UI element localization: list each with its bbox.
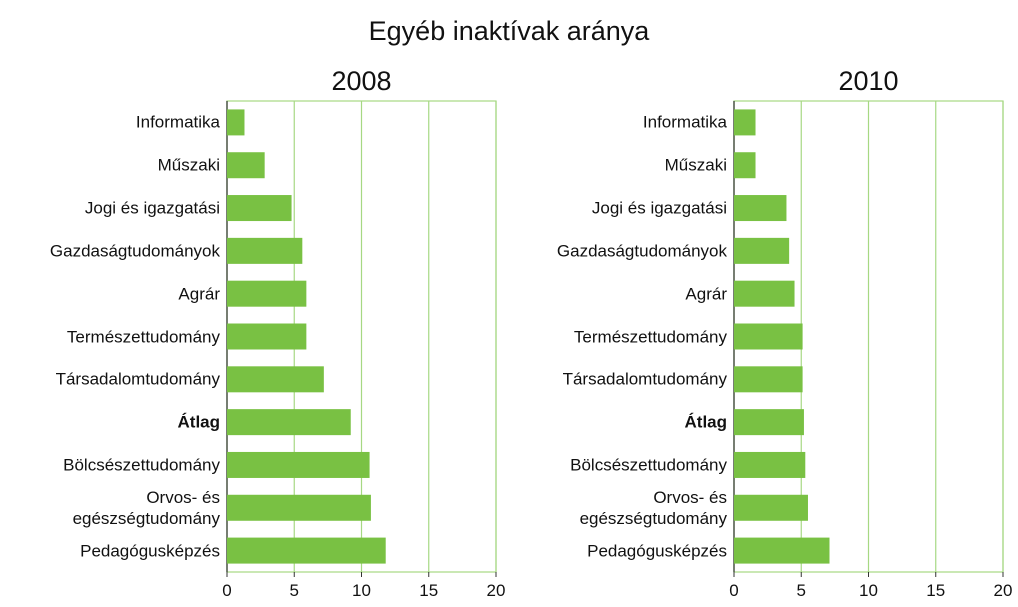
x-tick-label: 10 [352, 581, 371, 600]
y-tick-label: Jogi és igazgatási [591, 198, 727, 218]
y-tick-label: Természettudomány [573, 327, 727, 346]
x-tick-label: 10 [859, 581, 878, 600]
bar [227, 195, 292, 222]
bar [227, 409, 351, 436]
bar [734, 323, 803, 350]
bar [227, 237, 303, 264]
x-tick-label: 15 [419, 581, 439, 600]
bar [227, 152, 265, 179]
y-tick-label: Informatika [642, 112, 727, 132]
bar [227, 280, 307, 307]
y-tick-label: Társadalomtudomány [562, 369, 727, 389]
bar [734, 366, 803, 393]
bar [734, 537, 830, 564]
bar [734, 152, 756, 179]
y-tick-label: Bölcsészettudomány [570, 455, 727, 475]
bar [734, 237, 790, 264]
y-tick-label: Gazdaságtudományok [556, 241, 727, 261]
y-tick-label: Műszaki [157, 155, 220, 175]
bar [227, 537, 386, 564]
y-tick-label: Agrár [685, 284, 727, 304]
x-tick-label: 20 [486, 581, 506, 600]
chart-title: 2010 [838, 66, 899, 96]
bar [734, 451, 806, 478]
y-tick-label: Gazdaságtudományok [49, 241, 220, 261]
y-tick-label: Pedagógusképzés [587, 541, 727, 561]
x-tick-label: 20 [993, 581, 1013, 600]
x-tick-label: 15 [926, 581, 946, 600]
y-tick-label: Műszaki [664, 155, 727, 175]
bar [734, 494, 808, 521]
bar [734, 195, 787, 222]
bar [227, 494, 371, 521]
y-tick-label: Pedagógusképzés [80, 541, 220, 561]
y-tick-label: Orvos- és egészségtudomány [579, 487, 727, 528]
y-tick-label: Átlag [684, 412, 728, 432]
bar [227, 451, 370, 478]
y-tick-label: Társadalomtudomány [55, 369, 220, 389]
y-tick-label: Orvos- és egészségtudomány [72, 487, 220, 528]
y-tick-label: Agrár [178, 284, 220, 304]
page-title: Egyéb inaktívak aránya [368, 16, 650, 46]
bar [227, 323, 307, 350]
bar [227, 366, 324, 393]
y-tick-label: Átlag [177, 412, 221, 432]
bar [734, 109, 756, 136]
x-tick-label: 5 [796, 581, 806, 600]
y-tick-label: Jogi és igazgatási [84, 198, 220, 218]
x-tick-label: 0 [222, 581, 232, 600]
chart-title: 2008 [331, 66, 392, 96]
bar [734, 280, 795, 307]
bar [227, 109, 245, 136]
y-tick-label: Bölcsészettudomány [63, 455, 220, 475]
y-tick-label: Természettudomány [66, 327, 220, 346]
y-tick-label: Informatika [135, 112, 220, 132]
x-tick-label: 5 [289, 581, 299, 600]
x-tick-label: 0 [729, 581, 739, 600]
bar [734, 409, 804, 436]
